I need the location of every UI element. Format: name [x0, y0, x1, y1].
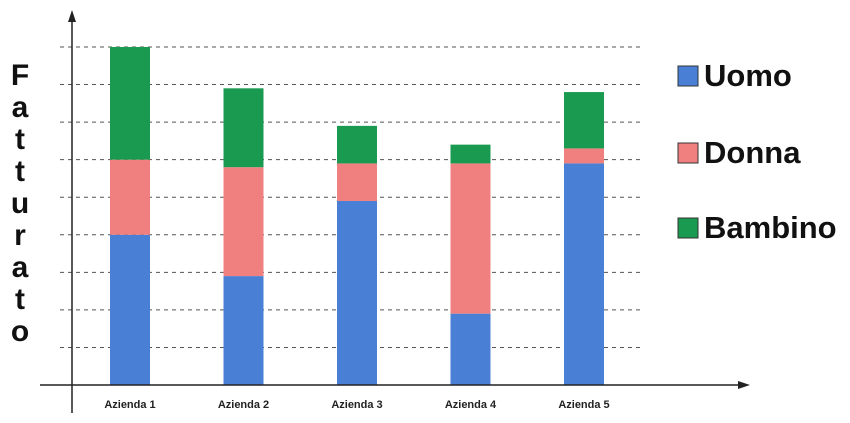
bar-segment-bambino [110, 47, 150, 160]
y-axis-label-letter: a [12, 251, 29, 284]
legend-label-bambino: Bambino [704, 210, 837, 245]
bar-segment-donna [564, 148, 604, 164]
bar-segment-donna [110, 159, 150, 235]
y-axis-label-letter: u [11, 187, 29, 220]
y-axis-label-letter: o [11, 315, 29, 348]
bar-segment-donna [450, 163, 491, 314]
x-tick-label: Azienda 1 [104, 399, 155, 411]
bar-segment-bambino [564, 92, 604, 149]
y-axis-label-letter: t [15, 155, 25, 188]
y-axis-label-letter: F [11, 59, 29, 92]
bar-segment-uomo [110, 234, 150, 385]
x-tick-label: Azienda 5 [558, 399, 609, 411]
bar-segment-donna [337, 163, 377, 201]
bar-segment-bambino [337, 125, 377, 164]
bar-segment-uomo [337, 200, 377, 385]
bar-segment-bambino [223, 88, 264, 168]
x-tick-label: Azienda 4 [445, 399, 497, 411]
y-axis-label-letter: t [15, 283, 25, 316]
legend-swatch-donna [677, 142, 699, 164]
legend: Uomo Donna Bambino [677, 58, 837, 245]
legend-swatch-uomo [677, 65, 699, 87]
x-tick-label: Azienda 2 [218, 399, 269, 411]
bar-segment-uomo [450, 313, 491, 385]
legend-label-donna: Donna [704, 135, 801, 170]
bar-segment-uomo [223, 276, 264, 385]
bar-segment-uomo [564, 163, 604, 385]
bar-segment-bambino [450, 144, 491, 164]
x-axis-arrow [738, 381, 750, 389]
legend-label-uomo: Uomo [704, 58, 792, 93]
x-tick-labels: Azienda 1 Azienda 2 Azienda 3 Azienda 4 Azie… [104, 399, 609, 411]
axes [40, 10, 750, 413]
y-axis-label-letter: r [14, 219, 26, 252]
y-axis-label-letter: a [12, 91, 29, 124]
y-axis-arrow [68, 10, 76, 22]
x-tick-label: Azienda 3 [331, 399, 382, 411]
y-axis-label-letter: t [15, 123, 25, 156]
bar-segment-donna [223, 167, 264, 277]
legend-swatch-bambino [677, 217, 699, 239]
bars [110, 47, 604, 385]
